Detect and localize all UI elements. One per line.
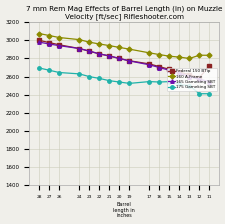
Federal 150 BTip: [98, 52, 101, 55]
175 Gameking SBT: [198, 92, 201, 95]
165 Gameking SBT: [158, 66, 161, 69]
175 Gameking SBT: [188, 84, 191, 87]
Line: 165 Gameking SBT: 165 Gameking SBT: [38, 40, 211, 83]
Federal 150 BTip: [178, 71, 181, 73]
165 Gameking SBT: [108, 55, 111, 57]
Federal 150 BTip: [108, 55, 111, 57]
175 Gameking SBT: [178, 83, 181, 86]
165 Gameking SBT: [38, 41, 41, 43]
165 Gameking SBT: [98, 52, 101, 55]
175 Gameking SBT: [118, 81, 121, 83]
160 A-Frame: [148, 52, 151, 54]
165 Gameking SBT: [78, 47, 81, 50]
175 Gameking SBT: [58, 71, 61, 74]
175 Gameking SBT: [78, 73, 81, 75]
165 Gameking SBT: [198, 78, 201, 81]
Line: Federal 150 BTip: Federal 150 BTip: [38, 39, 211, 79]
175 Gameking SBT: [208, 92, 211, 95]
175 Gameking SBT: [88, 75, 91, 78]
Federal 150 BTip: [168, 68, 171, 71]
Federal 150 BTip: [208, 65, 211, 67]
X-axis label: Barrel
length in
inches: Barrel length in inches: [113, 202, 135, 218]
Federal 150 BTip: [38, 39, 41, 42]
165 Gameking SBT: [148, 63, 151, 66]
160 A-Frame: [178, 56, 181, 58]
165 Gameking SBT: [208, 80, 211, 83]
160 A-Frame: [108, 44, 111, 47]
160 A-Frame: [98, 43, 101, 45]
175 Gameking SBT: [128, 82, 131, 85]
Federal 150 BTip: [118, 57, 121, 60]
Federal 150 BTip: [198, 76, 201, 79]
Federal 150 BTip: [88, 50, 91, 53]
165 Gameking SBT: [58, 44, 61, 47]
175 Gameking SBT: [98, 77, 101, 80]
160 A-Frame: [88, 41, 91, 43]
160 A-Frame: [38, 32, 41, 35]
Federal 150 BTip: [148, 62, 151, 65]
Title: 7 mm Rem Mag Effects of Barrel Length (in) on Muzzle
Velocity [ft/sec] Rifleshoo: 7 mm Rem Mag Effects of Barrel Length (i…: [26, 6, 223, 20]
160 A-Frame: [158, 53, 161, 56]
175 Gameking SBT: [38, 67, 41, 69]
Line: 175 Gameking SBT: 175 Gameking SBT: [38, 66, 211, 95]
Line: 160 A-Frame: 160 A-Frame: [38, 32, 211, 60]
165 Gameking SBT: [168, 69, 171, 72]
165 Gameking SBT: [178, 72, 181, 74]
160 A-Frame: [208, 54, 211, 57]
160 A-Frame: [118, 46, 121, 49]
175 Gameking SBT: [108, 79, 111, 82]
Legend: Federal 150 BTip, 160 A-Frame, 165 Gameking SBT, 175 Gameking SBT: Federal 150 BTip, 160 A-Frame, 165 Gamek…: [167, 68, 217, 91]
Federal 150 BTip: [158, 65, 161, 68]
Federal 150 BTip: [128, 59, 131, 62]
175 Gameking SBT: [148, 80, 151, 83]
160 A-Frame: [48, 34, 51, 37]
165 Gameking SBT: [48, 43, 51, 45]
Federal 150 BTip: [78, 47, 81, 50]
165 Gameking SBT: [118, 57, 121, 60]
165 Gameking SBT: [88, 50, 91, 52]
160 A-Frame: [188, 57, 191, 60]
175 Gameking SBT: [158, 81, 161, 83]
160 A-Frame: [128, 48, 131, 50]
160 A-Frame: [58, 36, 61, 39]
165 Gameking SBT: [128, 60, 131, 62]
Federal 150 BTip: [188, 73, 191, 76]
Federal 150 BTip: [48, 41, 51, 44]
160 A-Frame: [168, 55, 171, 58]
175 Gameking SBT: [168, 80, 171, 83]
175 Gameking SBT: [48, 69, 51, 72]
165 Gameking SBT: [188, 75, 191, 78]
160 A-Frame: [198, 54, 201, 56]
Federal 150 BTip: [58, 43, 61, 46]
160 A-Frame: [78, 38, 81, 41]
